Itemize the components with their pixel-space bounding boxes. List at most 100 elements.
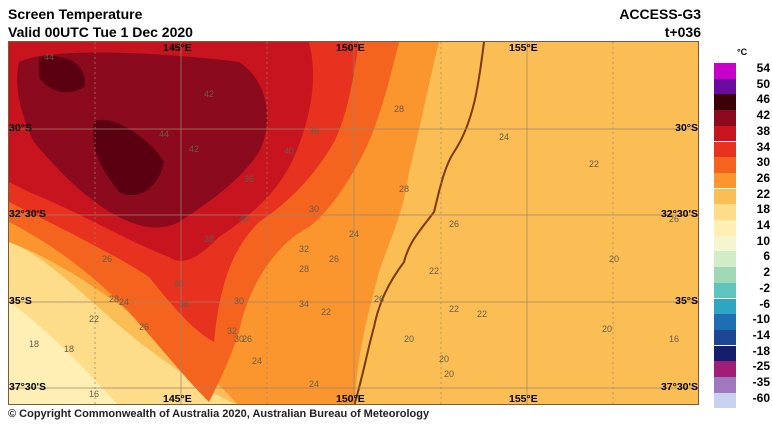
contour-label: 24 xyxy=(309,379,319,389)
contour-label: 36 xyxy=(244,174,254,184)
contour-label: 24 xyxy=(499,132,509,142)
contour-label: 40 xyxy=(174,279,184,289)
contour-label: 26 xyxy=(449,219,459,229)
colorbar-label: 18 xyxy=(756,202,770,217)
colorbar-swatch xyxy=(714,361,736,377)
lat-label-right-35: 35°S xyxy=(675,295,698,307)
colorbar-label: -18 xyxy=(752,343,770,358)
contour-label: 16 xyxy=(669,334,679,344)
colorbar-swatch xyxy=(714,63,736,79)
colorbar-swatch xyxy=(714,125,736,142)
contour-label: 36 xyxy=(309,126,319,136)
lon-label-top-155: 155°E xyxy=(509,42,538,54)
colorbar-label: 42 xyxy=(756,108,770,123)
colorbar-label: 38 xyxy=(756,123,770,138)
colorbar-label: -60 xyxy=(752,390,770,405)
contour-label: 26 xyxy=(329,254,339,264)
lat-label-left-32-30: 32°30'S xyxy=(9,208,47,220)
contour-label: 30 xyxy=(234,334,244,344)
contour-label: 20 xyxy=(404,334,414,344)
contour-label: 40 xyxy=(284,146,294,156)
contour-label: 40 xyxy=(239,214,249,224)
colorbar-label: -2 xyxy=(759,280,770,295)
contour-label: 28 xyxy=(109,294,119,304)
lon-label-bottom-145: 145°E xyxy=(163,393,192,405)
colorbar-swatch xyxy=(714,204,736,220)
contour-label: 30 xyxy=(309,204,319,214)
colorbar-label: 50 xyxy=(756,76,770,91)
lat-label-right-37-30: 37°30'S xyxy=(660,381,698,393)
colorbar-label: 34 xyxy=(756,139,770,154)
contour-label: 24 xyxy=(252,356,262,366)
contour-label: 26 xyxy=(139,322,149,332)
contour-label: 44 xyxy=(44,52,54,62)
colorbar-swatch xyxy=(714,157,736,173)
contour-label: 36 xyxy=(179,299,189,309)
colorbar-swatch xyxy=(714,110,736,126)
colorbar-unit: °C xyxy=(737,47,748,57)
colorbar-label: -25 xyxy=(752,359,770,374)
colorbar-label: -35 xyxy=(752,375,770,389)
colorbar-label: 22 xyxy=(756,186,770,201)
contour-label: 20 xyxy=(444,369,454,379)
contour-label: 20 xyxy=(609,254,619,264)
colorbar-label: 46 xyxy=(756,92,770,107)
contour-label: 22 xyxy=(449,304,459,314)
contour-label: 22 xyxy=(477,309,487,319)
lat-label-left-37-30: 37°30'S xyxy=(9,381,47,393)
lat-label-right-30: 30°S xyxy=(675,122,698,134)
colorbar-label: 14 xyxy=(756,218,770,232)
colorbar-swatch xyxy=(714,220,736,236)
colorbar-swatch xyxy=(714,345,736,362)
contour-label: 28 xyxy=(394,104,404,114)
lon-label-bottom-155: 155°E xyxy=(509,393,538,405)
lat-label-right-32-30: 32°30'S xyxy=(660,208,698,220)
contour-label: 22 xyxy=(589,159,599,169)
lead-time: t+036 xyxy=(664,24,701,40)
colorbar-swatch xyxy=(714,251,736,267)
contour-label: 26 xyxy=(374,294,384,304)
colorbar-label: -10 xyxy=(752,312,770,327)
colorbar-swatch xyxy=(714,377,736,393)
contour-label: 44 xyxy=(159,129,169,139)
contour-label: 28 xyxy=(399,184,409,194)
contour-label: 38 xyxy=(204,234,214,244)
contour-label: 18 xyxy=(64,344,74,354)
colorbar-swatch xyxy=(714,282,736,299)
colorbar-label: -14 xyxy=(752,327,770,342)
temperature-map[interactable]: 44 42 44 42 40 36 28 26 24 30 32 36 38 40 40 36 34 26 28 26… xyxy=(8,41,699,405)
colorbar-swatch xyxy=(714,141,736,157)
contour-label: 22 xyxy=(321,307,331,317)
copyright-notice: © Copyright Commonwealth of Australia 20… xyxy=(8,408,430,420)
colorbar-swatch xyxy=(714,94,736,110)
contour-label: 30 xyxy=(234,296,244,306)
valid-time: Valid 00UTC Tue 1 Dec 2020 xyxy=(8,24,193,40)
contour-label: 24 xyxy=(349,229,359,239)
contour-label: 26 xyxy=(102,254,112,264)
lat-label-left-30: 30°S xyxy=(9,122,32,134)
colorbar-label: 54 xyxy=(756,61,770,75)
contour-label: 28 xyxy=(299,264,309,274)
lat-label-left-35: 35°S xyxy=(9,295,32,307)
model-name: ACCESS-G3 xyxy=(619,6,701,22)
colorbar-label: 26 xyxy=(756,170,770,185)
colorbar-label: 2 xyxy=(763,265,770,280)
contour-label: 32 xyxy=(299,244,309,254)
contour-label: 18 xyxy=(29,339,39,349)
contour-label: 16 xyxy=(89,389,99,399)
colorbar-label: 6 xyxy=(763,249,770,264)
contour-label: 20 xyxy=(439,354,449,364)
map-title: Screen Temperature xyxy=(8,6,143,22)
lon-label-bottom-150: 150°E xyxy=(336,393,365,405)
contour-label: 26 xyxy=(669,214,679,224)
colorbar-swatch xyxy=(714,235,736,252)
contour-label: 34 xyxy=(299,299,309,309)
colorbar-swatch xyxy=(714,188,736,205)
contour-label: 42 xyxy=(204,89,214,99)
lon-label-top-145: 145°E xyxy=(163,42,192,54)
colorbar-label: 30 xyxy=(756,155,770,170)
colorbar-label: 10 xyxy=(756,233,770,248)
colorbar-swatch xyxy=(714,78,736,95)
contour-label: 22 xyxy=(89,314,99,324)
contour-label: 22 xyxy=(429,266,439,276)
